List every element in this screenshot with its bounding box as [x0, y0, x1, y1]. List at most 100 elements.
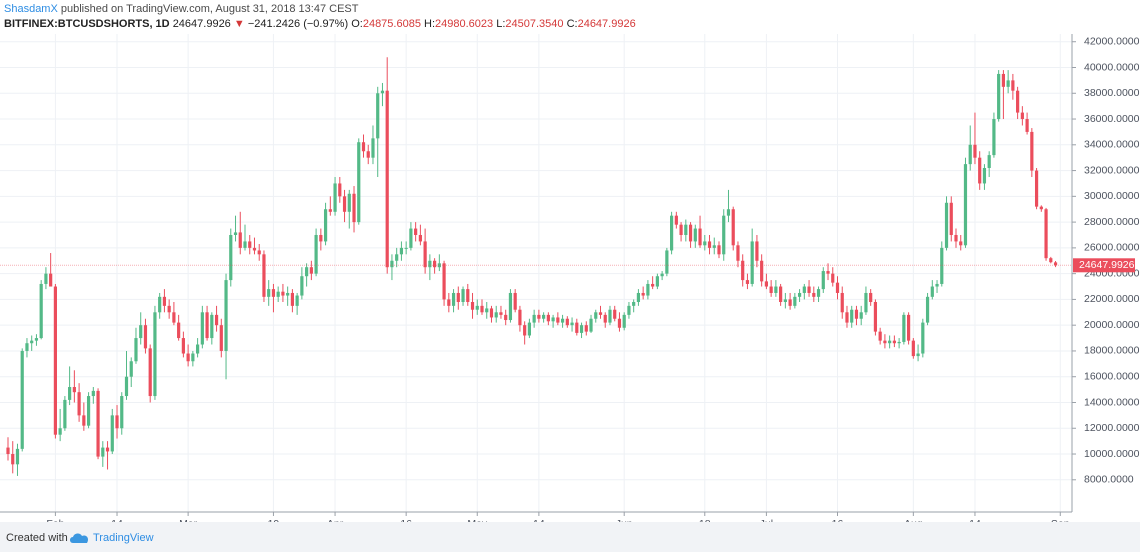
candle-body: [570, 322, 574, 326]
candle-body: [750, 241, 754, 284]
candle-body: [579, 325, 584, 333]
candle-body: [271, 289, 276, 297]
candle-body: [556, 317, 560, 323]
author[interactable]: ShasdamX: [4, 3, 58, 15]
candle-body: [105, 447, 110, 452]
candle-body: [712, 245, 716, 248]
candle-body: [82, 415, 86, 426]
candle-body: [982, 167, 987, 184]
candle-body: [1025, 119, 1029, 132]
candle-body: [248, 241, 252, 248]
candle-body: [300, 276, 304, 296]
candle-body: [560, 318, 565, 323]
candle-body: [693, 228, 697, 242]
candle-body: [53, 286, 57, 435]
candle-body: [679, 224, 683, 235]
candle-body: [850, 309, 854, 323]
brand[interactable]: TradingView: [93, 532, 154, 544]
candle-body: [807, 286, 811, 293]
candle-body: [793, 296, 797, 306]
candle-body: [1030, 131, 1034, 171]
candle-body: [233, 232, 238, 235]
candle-body: [641, 292, 645, 296]
candle-body: [717, 245, 721, 255]
candle-body: [632, 301, 636, 306]
candle-body: [352, 193, 356, 223]
candle-body: [376, 93, 380, 139]
candle-body: [755, 241, 759, 261]
high: 24980.6023: [435, 18, 494, 30]
x-tick-label: 14: [111, 518, 123, 522]
candle-body: [328, 209, 332, 212]
candle-body: [978, 157, 982, 184]
candle-body: [973, 144, 977, 158]
candle-body: [954, 234, 958, 242]
candle-body: [314, 234, 318, 274]
candle-body: [20, 350, 24, 449]
candle-body: [741, 260, 745, 281]
low: 24507.3540: [505, 18, 564, 30]
candle-body: [845, 312, 849, 323]
candle-body: [665, 250, 669, 274]
symbol-line: BITFINEX:BTCUSDSHORTS, 1D 24647.9926 ▼ −…: [4, 18, 636, 30]
candle-body: [414, 228, 418, 235]
candle-body: [134, 338, 138, 362]
y-tick-label: 30000.0000: [1084, 190, 1140, 202]
c-label: C:: [566, 18, 578, 30]
y-tick-label: 12000.0000: [1084, 422, 1140, 434]
candle-body: [475, 305, 479, 310]
candle-body: [186, 353, 190, 362]
candle-body: [371, 138, 375, 158]
candle-body: [1011, 80, 1015, 91]
candle-body: [613, 309, 617, 319]
candle-body: [91, 390, 95, 397]
candle-body: [504, 314, 508, 321]
candle-body: [760, 260, 764, 282]
candle-body: [764, 281, 768, 287]
last-price-label: 24647.9926: [1079, 259, 1135, 271]
candle-body: [49, 273, 53, 287]
x-tick-label: 16: [832, 518, 844, 522]
candle-body: [153, 312, 157, 397]
y-tick-label: 28000.0000: [1084, 216, 1140, 228]
candle-body: [816, 289, 821, 297]
candle-body: [731, 209, 735, 246]
candle-body: [72, 387, 76, 393]
candle-body: [565, 318, 569, 326]
open: 24875.6085: [362, 18, 421, 30]
candle-body: [575, 322, 579, 333]
candle-body: [864, 292, 868, 313]
candle-body: [1034, 170, 1039, 207]
candle-body: [262, 254, 266, 297]
candle-body: [177, 322, 181, 339]
candle-body: [660, 273, 664, 277]
x-tick-label: 14: [969, 518, 981, 522]
candle-body: [409, 228, 413, 248]
candle-body: [987, 155, 991, 168]
candle-body: [859, 312, 863, 319]
x-tick-label: Jul: [760, 518, 773, 522]
y-tick-label: 40000.0000: [1084, 61, 1140, 73]
candle-body: [518, 309, 522, 326]
candle-body: [835, 282, 840, 293]
candle-body: [252, 247, 257, 251]
candle-body: [361, 142, 366, 152]
candle-body: [935, 283, 939, 287]
candle-body: [319, 234, 323, 242]
candle-body: [191, 353, 195, 362]
candle-body: [916, 353, 920, 357]
candle-body: [139, 325, 143, 339]
candle-body: [546, 314, 550, 322]
y-tick-label: 16000.0000: [1084, 370, 1140, 382]
candle-body: [86, 396, 91, 426]
last: 24647.9926: [172, 18, 231, 30]
x-tick-label: Apr: [327, 518, 344, 522]
x-tick-label: Mar: [179, 518, 198, 522]
candle-body: [589, 318, 593, 332]
candle-body: [1049, 258, 1053, 263]
candle-body: [940, 247, 944, 284]
y-tick-label: 38000.0000: [1084, 87, 1140, 99]
candle-body: [451, 292, 456, 306]
candle-body: [527, 322, 531, 336]
candle-body: [470, 301, 475, 310]
